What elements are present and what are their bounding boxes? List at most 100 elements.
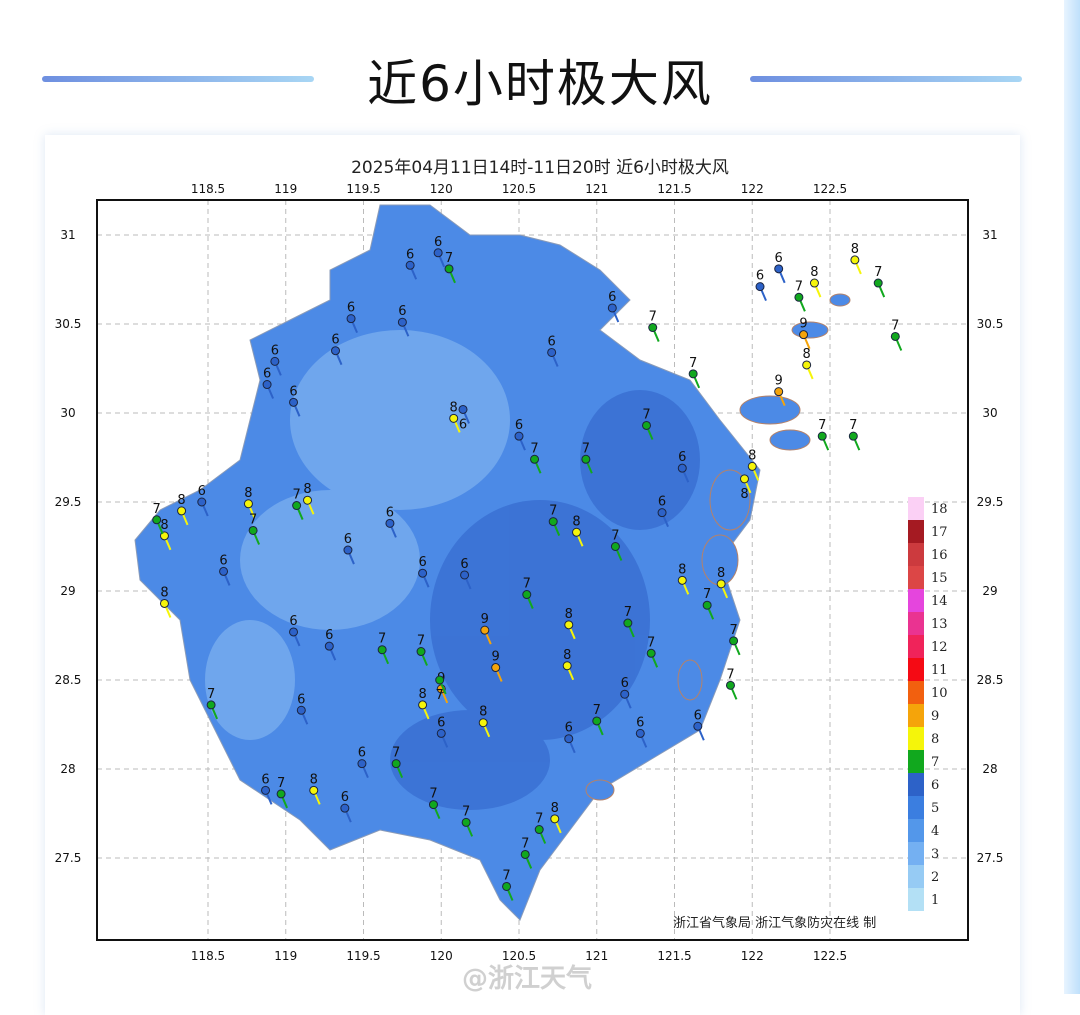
station-value: 8	[244, 486, 252, 501]
station-marker: 7	[642, 407, 654, 440]
station-marker: 9	[491, 650, 503, 682]
station-value: 7	[521, 836, 529, 851]
header-line-left	[42, 76, 314, 82]
station-value: 7	[530, 441, 538, 456]
station-marker: 8	[747, 448, 760, 481]
legend-label: 10	[931, 686, 948, 701]
station-value: 6	[756, 269, 764, 284]
station-dot	[572, 527, 582, 537]
station-value: 7	[417, 634, 425, 649]
station-value: 6	[325, 628, 333, 643]
legend-swatch	[908, 543, 924, 566]
station-marker: 7	[391, 746, 404, 779]
lat-tick-right: 28	[982, 762, 997, 776]
station-dot	[774, 264, 784, 274]
station-marker: 7	[581, 441, 593, 474]
lat-tick-left: 28	[60, 762, 75, 776]
station-value: 8	[418, 687, 426, 702]
station-dot	[848, 431, 858, 441]
station-marker: 9	[480, 612, 492, 645]
legend-label: 4	[931, 824, 939, 839]
legend-label: 12	[931, 640, 948, 655]
station-marker: 7	[444, 251, 456, 284]
station-value: 7	[795, 279, 803, 294]
lon-tick-top: 120	[430, 182, 453, 196]
station-value: 7	[462, 804, 470, 819]
station-dot	[219, 566, 229, 576]
station-marker: 6	[607, 290, 620, 323]
station-marker: 6	[270, 343, 282, 376]
station-dot	[296, 705, 306, 715]
station-value: 7	[874, 265, 882, 280]
legend-swatch	[908, 842, 924, 865]
station-dot	[416, 647, 426, 657]
legend-swatch	[908, 635, 924, 658]
station-dot	[642, 420, 652, 430]
lat-tick-left: 31	[60, 228, 75, 242]
legend-label: 16	[931, 548, 948, 563]
station-marker: 6	[289, 384, 301, 417]
station-marker: 7	[520, 836, 533, 869]
station-marker: 7	[794, 279, 806, 312]
station-value: 6	[261, 772, 269, 787]
station-value: 7	[818, 418, 826, 433]
station-value: 8	[160, 585, 168, 600]
lon-tick-top: 118.5	[191, 182, 225, 196]
station-marker: 6	[635, 715, 648, 748]
station-dot	[346, 314, 356, 324]
station-value: 6	[398, 304, 406, 319]
station-marker: 6	[436, 715, 449, 748]
station-value: 8	[678, 562, 686, 577]
lon-tick-bottom: 120.5	[502, 949, 536, 963]
station-dot	[610, 542, 620, 551]
lat-tick-left: 30	[60, 406, 75, 420]
station-value: 7	[689, 356, 697, 371]
lat-tick-right: 29.5	[977, 495, 1004, 509]
station-marker: 8	[243, 486, 256, 519]
station-value: 7	[445, 251, 453, 266]
station-value: 6	[331, 333, 339, 348]
station-dot	[530, 454, 540, 464]
lon-tick-bottom: 120	[430, 949, 453, 963]
station-value: 7	[582, 441, 590, 456]
station-value: 6	[460, 557, 468, 572]
legend-swatch	[908, 589, 924, 612]
station-dot	[550, 814, 560, 824]
station-value: 8	[717, 566, 725, 581]
station-dot	[159, 598, 169, 608]
station-value: 6	[386, 505, 394, 520]
station-marker: 6	[346, 301, 358, 334]
station-dot	[794, 292, 804, 302]
station-dot	[522, 590, 532, 600]
station-marker: 8	[478, 705, 491, 738]
station-value: 8	[450, 400, 458, 415]
station-marker: 7	[435, 675, 447, 703]
station-dot	[243, 499, 253, 509]
station-marker: 7	[873, 265, 886, 298]
legend-swatch	[908, 865, 924, 888]
legend-swatch	[908, 566, 924, 589]
lat-tick-right: 28.5	[977, 673, 1004, 687]
station-marker: 7	[688, 356, 701, 389]
station-value: 7	[378, 632, 386, 647]
station-marker: 6	[657, 495, 669, 528]
station-value: 6	[775, 251, 783, 266]
station-value: 7	[593, 703, 601, 718]
legend-label: 13	[931, 617, 948, 632]
station-value: 8	[303, 482, 311, 497]
station-marker: 7	[817, 418, 830, 451]
station-dot	[648, 323, 658, 333]
station-value: 6	[694, 708, 702, 723]
station-dot	[620, 689, 630, 699]
legend-swatch	[908, 819, 924, 842]
station-marker: 7	[152, 502, 164, 535]
station-dot	[592, 716, 602, 726]
map-title: 2025年04月11日14时-11日20时 近6小时极大风	[351, 158, 729, 178]
legend-swatch	[908, 773, 924, 796]
station-dot	[729, 636, 739, 646]
station-dot	[458, 404, 468, 414]
station-dot	[340, 803, 350, 813]
station-value: 6	[289, 384, 297, 399]
lat-tick-left: 29.5	[55, 495, 82, 509]
station-value: 7	[207, 687, 215, 702]
